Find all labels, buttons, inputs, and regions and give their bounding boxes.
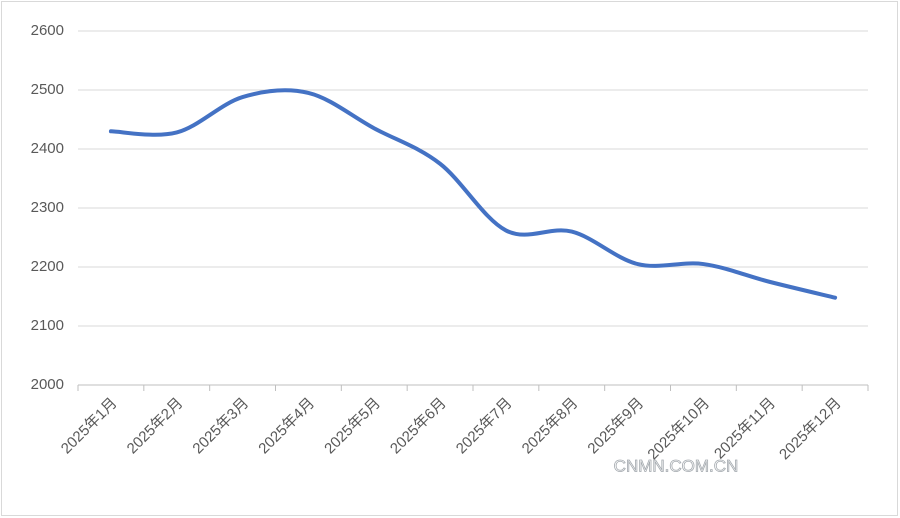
y-tick-label: 2100 [31,317,64,334]
y-tick-label: 2600 [31,22,64,39]
y-tick-label: 2400 [31,140,64,157]
y-tick-label: 2500 [31,81,64,98]
y-tick-label: 2200 [31,258,64,275]
watermark: CNMN.COM.CN [614,456,739,475]
y-tick-label: 2000 [31,376,64,393]
y-tick-label: 2300 [31,199,64,216]
line [108,88,838,300]
